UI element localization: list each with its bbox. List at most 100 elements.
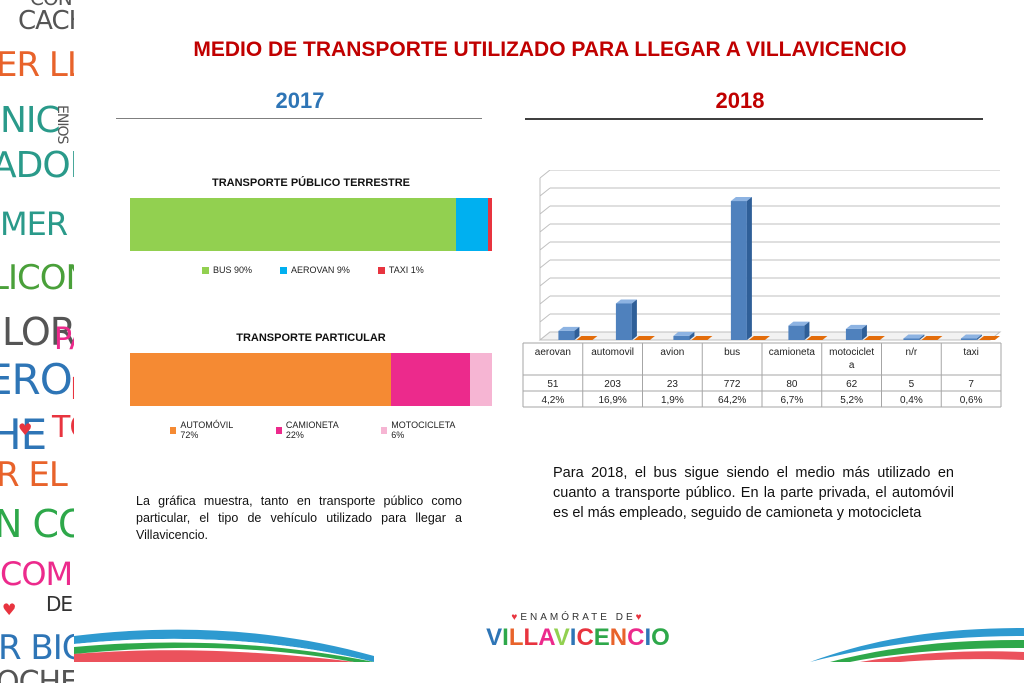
data-label: 0,4% xyxy=(900,395,923,406)
bar-segment xyxy=(470,353,492,406)
bar-segment xyxy=(488,198,492,251)
decorative-word: ENIOS xyxy=(54,105,70,144)
logo-letter: N xyxy=(609,624,628,651)
heart-icon: ♥ xyxy=(2,600,16,619)
decorative-word: DE xyxy=(46,592,73,616)
decorative-word: ER LLAN xyxy=(0,45,74,85)
bar-segment xyxy=(455,198,489,251)
decorative-word: PA xyxy=(54,322,74,357)
bar-series2-6 xyxy=(921,336,943,340)
legend-swatch xyxy=(275,426,282,434)
legend-label: BUS 90% xyxy=(213,265,253,275)
data-label: 51 xyxy=(547,379,559,390)
legend-swatch xyxy=(280,266,288,274)
logo-letter: C xyxy=(627,624,645,651)
gridline xyxy=(539,205,551,215)
tick-label: a xyxy=(849,360,855,371)
legend-label: MOTOCICLETA 6% xyxy=(391,420,455,440)
left-decorative-strip: CONCACHA ER LLAN NICENIOSADORE MER EL F LICO… xyxy=(0,0,74,683)
legend-swatch xyxy=(380,426,388,434)
tick-label: automovil xyxy=(591,347,634,358)
legend-swatch xyxy=(377,266,385,274)
logo-letter: V xyxy=(486,624,503,651)
decorative-word: ERO xyxy=(0,355,73,404)
bar-6 xyxy=(903,338,920,340)
column-chart-2018: aerovan automovil avion bus camioneta motocic… xyxy=(520,169,1010,425)
decorative-word: ADORE xyxy=(0,145,74,186)
flag-stripes-right xyxy=(810,628,1024,662)
bar-series2-1 xyxy=(633,336,655,340)
data-label: 64,2% xyxy=(718,395,746,406)
data-label: 4,2% xyxy=(541,395,564,406)
bar-top-5 xyxy=(845,324,867,329)
legend-label: TAXI 1% xyxy=(388,265,424,275)
decorative-word: NIC xyxy=(0,100,61,141)
legend-item: AUTOMÓVIL 72% xyxy=(170,420,248,440)
heart-icon: ♥ xyxy=(511,612,521,623)
logo-letter: I xyxy=(569,624,577,651)
data-label: 203 xyxy=(604,379,621,390)
bar-segment xyxy=(130,353,391,406)
bar-top-6 xyxy=(903,334,925,339)
tick-label: aerovan xyxy=(535,347,571,358)
data-label: 16,9% xyxy=(598,395,626,406)
heart-icon: ♥ xyxy=(635,612,645,623)
bar-7 xyxy=(960,338,977,340)
logo-letter: V xyxy=(553,624,570,651)
divider-2017 xyxy=(116,118,482,119)
bar-top-2 xyxy=(673,331,695,336)
logo-letter: I xyxy=(644,624,652,651)
bar-top-7 xyxy=(960,334,982,339)
bar-top-4 xyxy=(788,321,810,326)
page-title: MEDIO DE TRANSPORTE UTILIZADO PARA LLEGA… xyxy=(193,38,907,61)
bar-top-1 xyxy=(615,299,637,304)
bar-segment xyxy=(390,353,471,406)
bar-side-1 xyxy=(631,299,637,340)
chart-floor xyxy=(538,331,1002,341)
gridline xyxy=(539,259,551,269)
decorative-word: CON xyxy=(30,0,73,10)
logo-letter: L xyxy=(523,624,539,651)
bar-side-5 xyxy=(861,324,867,340)
logo-letter: E xyxy=(593,624,610,651)
legend-swatch xyxy=(170,426,177,434)
decorative-word: R EL PARQ xyxy=(0,455,74,495)
chart-legend: AUTOMÓVIL 72% CAMIONETA 22% MOTOCICLETA 6% xyxy=(170,420,492,440)
logo-letter: A xyxy=(538,624,554,651)
heart-icon: ♥ xyxy=(18,420,32,439)
legend-label: AUTOMÓVIL 72% xyxy=(180,420,233,440)
bar-2 xyxy=(673,335,690,340)
data-label: 5,2% xyxy=(840,395,863,406)
flag-stripes-left xyxy=(74,629,374,662)
decorative-word: TO xyxy=(52,410,74,445)
decorative-word: N CON xyxy=(0,502,74,546)
bar-side-6 xyxy=(919,334,925,340)
bar-1 xyxy=(615,303,632,340)
private-transport-chart: TRANSPORTE PARTICULAR AUTOMÓVIL 72% CAMIO… xyxy=(130,330,492,440)
data-label: 1,9% xyxy=(661,395,684,406)
legend-label: CAMIONETA 22% xyxy=(285,420,339,440)
bar-side-4 xyxy=(804,321,810,340)
data-label: 7 xyxy=(968,379,974,390)
paragraph-2017: La gráfica muestra, tanto en transporte … xyxy=(136,494,462,542)
legend-item: BUS 90% xyxy=(202,265,252,275)
chart-title: TRANSPORTE PARTICULAR xyxy=(236,332,386,344)
bar-top-0 xyxy=(558,326,580,331)
decorative-word: HE xyxy=(0,410,47,459)
chart-legend: BUS 90% AEROVAN 9% TAXI 1% xyxy=(202,265,452,275)
logo-letter: I xyxy=(502,624,509,651)
divider-2018 xyxy=(525,118,983,120)
decorative-word: MER EL F xyxy=(0,205,74,243)
tick-label: camioneta xyxy=(769,347,816,358)
gridline xyxy=(539,241,551,251)
legend-item: AEROVAN 9% xyxy=(280,265,350,275)
legend-swatch xyxy=(202,266,209,274)
logo-tagline: ♥ENAMÓRATE DE♥ xyxy=(511,612,645,623)
data-label: 5 xyxy=(909,379,915,390)
decorative-word: R BICIC xyxy=(0,628,74,668)
gridline xyxy=(539,277,551,287)
tick-label: motociclet xyxy=(829,347,874,358)
tick-label: bus xyxy=(724,347,740,358)
data-label: 80 xyxy=(786,379,798,390)
tick-label: avion xyxy=(660,347,684,358)
